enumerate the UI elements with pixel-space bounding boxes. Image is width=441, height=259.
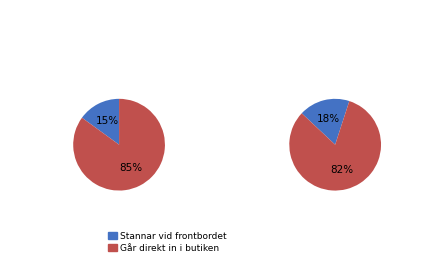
Wedge shape xyxy=(302,99,349,145)
Legend: Stannar vid frontbordet, Går direkt in i butiken: Stannar vid frontbordet, Går direkt in i… xyxy=(107,230,228,255)
Text: 18%: 18% xyxy=(317,114,340,124)
Text: 82%: 82% xyxy=(330,166,353,175)
Wedge shape xyxy=(82,99,119,145)
Wedge shape xyxy=(73,99,165,191)
Wedge shape xyxy=(289,101,381,191)
Text: 15%: 15% xyxy=(95,116,119,126)
Text: 85%: 85% xyxy=(120,163,143,173)
